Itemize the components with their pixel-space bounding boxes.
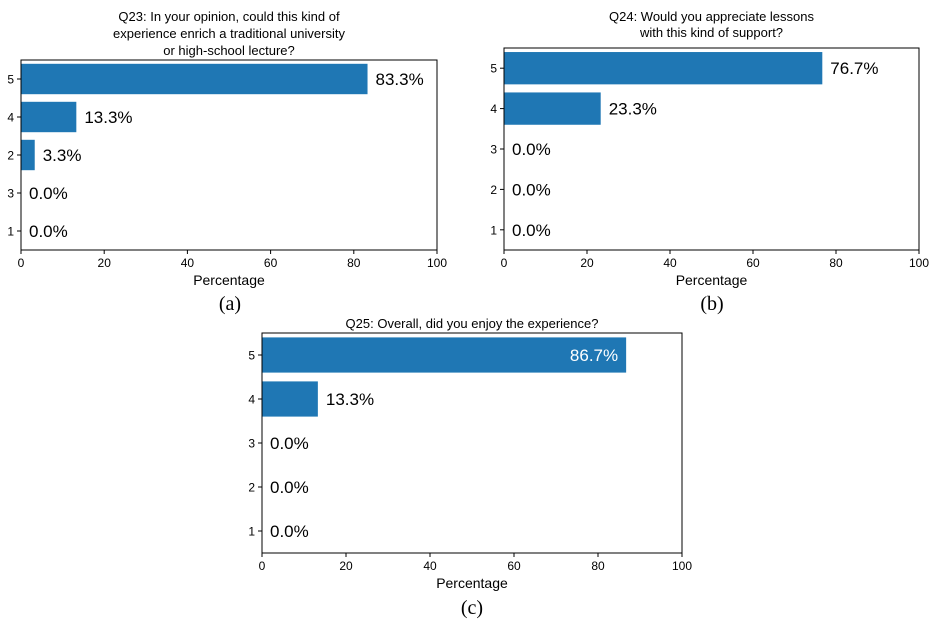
y-tick-label: 4 [248,393,255,407]
panel-caption: (b) [700,293,723,315]
plot-frame [503,47,920,251]
data-label: 3.3% [43,146,82,165]
y-tick-label: 3 [248,437,255,451]
data-label: 0.0% [512,140,551,159]
data-label: 23.3% [609,100,657,119]
panel-caption: (c) [461,597,483,619]
bar-2 [21,139,35,171]
y-tick-label: 5 [248,349,255,363]
chart-title-line: Q25: Overall, did you enjoy the experien… [346,316,599,331]
bar-4 [504,92,601,125]
data-label: 0.0% [270,522,309,541]
chart-title-line: Q23: In your opinion, could this kind of [118,9,340,24]
data-label: 0.0% [270,434,309,453]
y-tick-label: 2 [248,481,255,495]
bar-5 [262,337,627,373]
chart-title-line: experience enrich a traditional universi… [113,26,345,41]
data-label: 13.3% [326,390,374,409]
x-tick-label: 0 [259,559,266,573]
x-tick-label: 20 [580,256,594,270]
data-label: 0.0% [29,184,68,203]
y-tick-label: 4 [7,111,14,125]
bar-4 [262,381,318,417]
x-tick-label: 60 [746,256,760,270]
data-label: 13.3% [84,108,132,127]
plot-frame [261,332,683,554]
chart-title-line: with this kind of support? [639,25,783,40]
x-tick-label: 80 [591,559,605,573]
data-label: 0.0% [512,221,551,240]
data-label: 0.0% [270,478,309,497]
x-tick-label: 0 [501,256,508,270]
bar-5 [21,63,368,95]
x-axis-label: Percentage [193,272,265,288]
y-tick-label: 2 [490,183,497,197]
x-tick-label: 20 [339,559,353,573]
chart-title-line: Q24: Would you appreciate lessons [609,9,814,24]
plot-frame [20,59,438,251]
chart-title-line: or high-school lecture? [163,43,295,58]
panel-caption: (a) [219,293,241,315]
x-tick-label: 80 [829,256,843,270]
data-label: 86.7% [570,346,618,365]
y-tick-label: 3 [490,143,497,157]
x-axis-label: Percentage [676,272,748,288]
x-tick-label: 100 [427,256,447,270]
bar-4 [21,101,77,133]
chart-panel-c: Q25: Overall, did you enjoy the experien… [248,316,692,619]
x-tick-label: 100 [909,256,929,270]
y-tick-label: 1 [7,225,14,239]
data-label: 0.0% [29,222,68,241]
data-label: 0.0% [512,180,551,199]
y-tick-label: 1 [248,525,255,539]
data-label: 83.3% [376,70,424,89]
x-tick-label: 40 [423,559,437,573]
x-tick-label: 100 [672,559,692,573]
x-tick-label: 40 [663,256,677,270]
y-tick-label: 2 [7,149,14,163]
x-tick-label: 60 [264,256,278,270]
x-tick-label: 0 [18,256,25,270]
y-tick-label: 3 [7,187,14,201]
y-tick-label: 5 [7,73,14,87]
y-tick-label: 1 [490,223,497,237]
bar-5 [504,52,823,85]
x-tick-label: 40 [181,256,195,270]
data-label: 76.7% [830,59,878,78]
x-tick-label: 60 [507,559,521,573]
y-tick-label: 5 [490,62,497,76]
x-axis-label: Percentage [436,575,508,591]
x-tick-label: 80 [347,256,361,270]
y-tick-label: 4 [490,102,497,116]
chart-panel-a: Q23: In your opinion, could this kind of… [7,9,447,315]
x-tick-label: 20 [98,256,112,270]
